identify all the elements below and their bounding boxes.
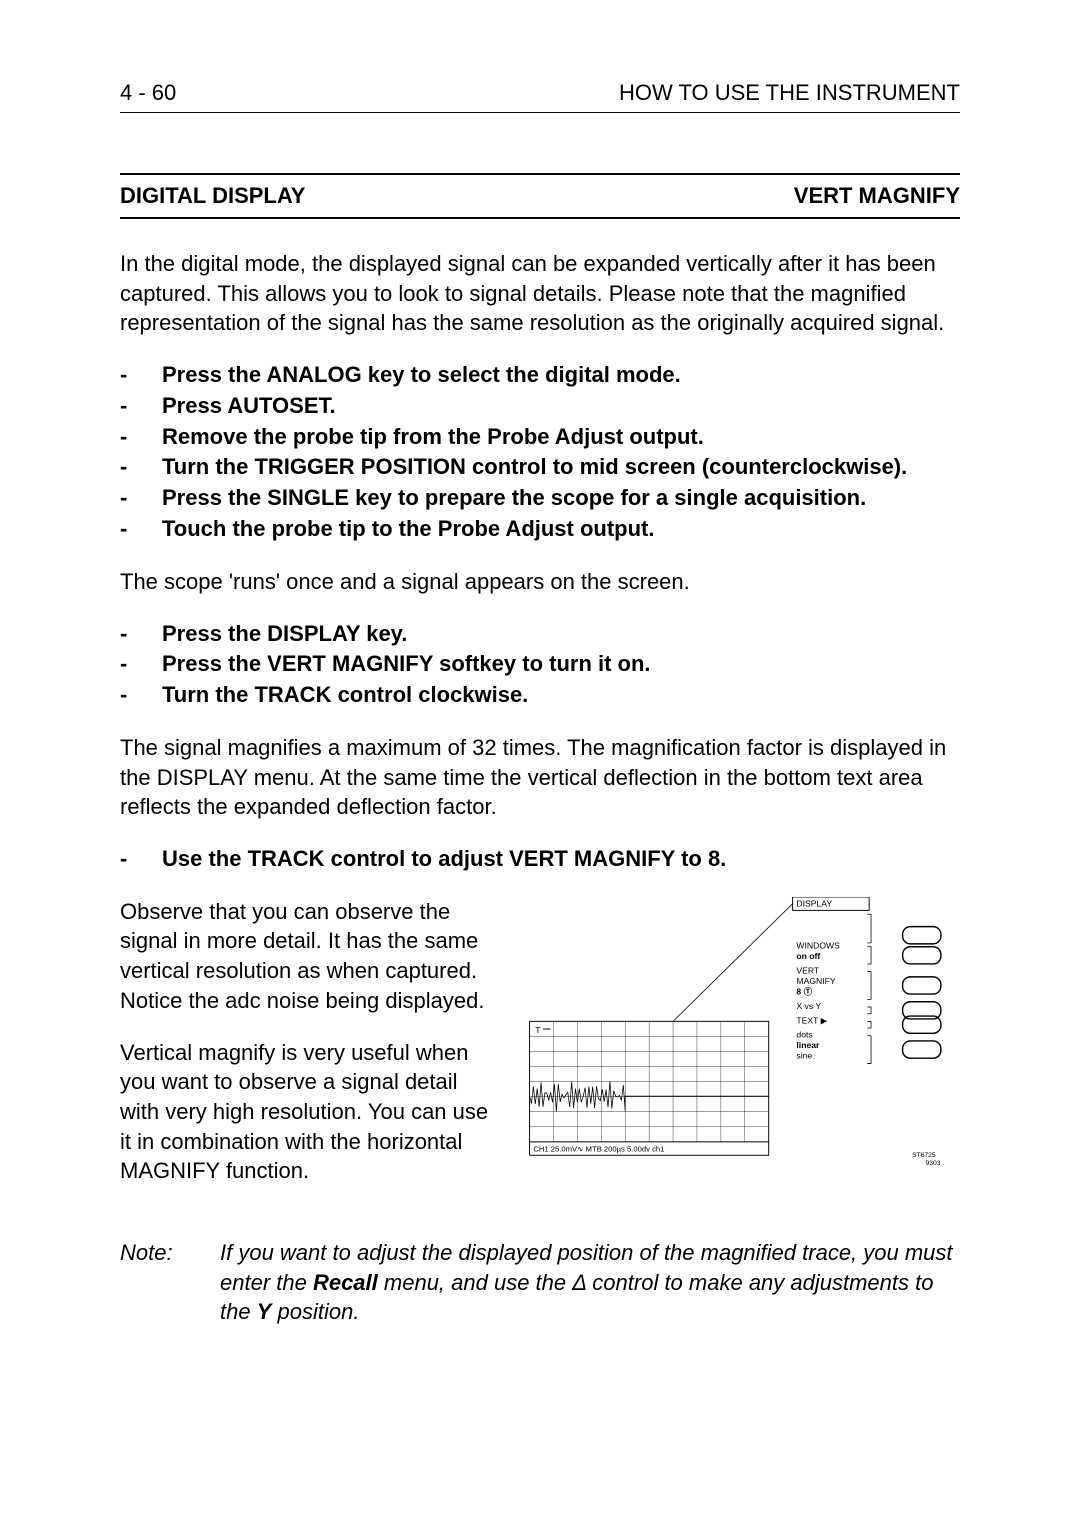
step-item: -Press AUTOSET. [120, 391, 960, 422]
step-item: -Remove the probe tip from the Probe Adj… [120, 422, 960, 453]
observe-paragraph-2: Vertical magnify is very useful when you… [120, 1038, 490, 1186]
svg-text:9303: 9303 [926, 1160, 941, 1167]
observe-paragraph-1: Observe that you can observe the signal … [120, 897, 490, 1016]
steps-list-1: -Press the ANALOG key to select the digi… [120, 360, 960, 545]
scope-diagram: CH1 25.0mV∿ MTB 200µs 5.00dv ch1 T DISPLAY… [520, 897, 960, 1174]
svg-text:WINDOWS: WINDOWS [796, 940, 840, 950]
svg-text:dots: dots [796, 1029, 812, 1039]
steps-list-2: -Press the DISPLAY key.-Press the VERT M… [120, 619, 960, 711]
svg-text:sine: sine [796, 1050, 812, 1060]
mid-text-1: The scope 'runs' once and a signal appea… [120, 567, 960, 597]
step-item: -Turn the TRACK control clockwise. [120, 680, 960, 711]
svg-text:ST6725: ST6725 [912, 1152, 936, 1159]
svg-text:on off: on off [796, 951, 820, 961]
note-label: Note: [120, 1238, 220, 1327]
page-ref: 4 - 60 [120, 80, 176, 106]
svg-text:CH1 25.0mV∿ MTB 200µs 5.00d: CH1 25.0mV∿ MTB 200µs 5.00dv ch1 [533, 1144, 664, 1153]
svg-text:8 Ⓣ: 8 Ⓣ [796, 985, 812, 996]
svg-text:X vs Y: X vs Y [796, 1001, 821, 1011]
step-item: -Turn the TRIGGER POSITION control to mi… [120, 452, 960, 483]
svg-text:VERT: VERT [796, 965, 820, 975]
mid-text-2: The signal magnifies a maximum of 32 tim… [120, 733, 960, 822]
step-item: -Use the TRACK control to adjust VERT MA… [120, 844, 960, 875]
svg-text:TEXT ▶: TEXT ▶ [796, 1015, 827, 1025]
heading-left: DIGITAL DISPLAY [120, 183, 305, 209]
heading-right: VERT MAGNIFY [794, 183, 960, 209]
step-item: -Press the DISPLAY key. [120, 619, 960, 650]
svg-text:T: T [535, 1025, 541, 1035]
step-item: -Touch the probe tip to the Probe Adjust… [120, 514, 960, 545]
intro-paragraph: In the digital mode, the displayed signa… [120, 249, 960, 338]
section-title: HOW TO USE THE INSTRUMENT [619, 80, 960, 106]
svg-text:DISPLAY: DISPLAY [796, 898, 832, 908]
step-item: -Press the SINGLE key to prepare the sco… [120, 483, 960, 514]
steps-list-3: -Use the TRACK control to adjust VERT MA… [120, 844, 960, 875]
step-item: -Press the ANALOG key to select the digi… [120, 360, 960, 391]
note-body: If you want to adjust the displayed posi… [220, 1238, 960, 1327]
step-item: -Press the VERT MAGNIFY softkey to turn … [120, 649, 960, 680]
svg-text:MAGNIFY: MAGNIFY [796, 976, 835, 986]
svg-text:linear: linear [796, 1040, 820, 1050]
